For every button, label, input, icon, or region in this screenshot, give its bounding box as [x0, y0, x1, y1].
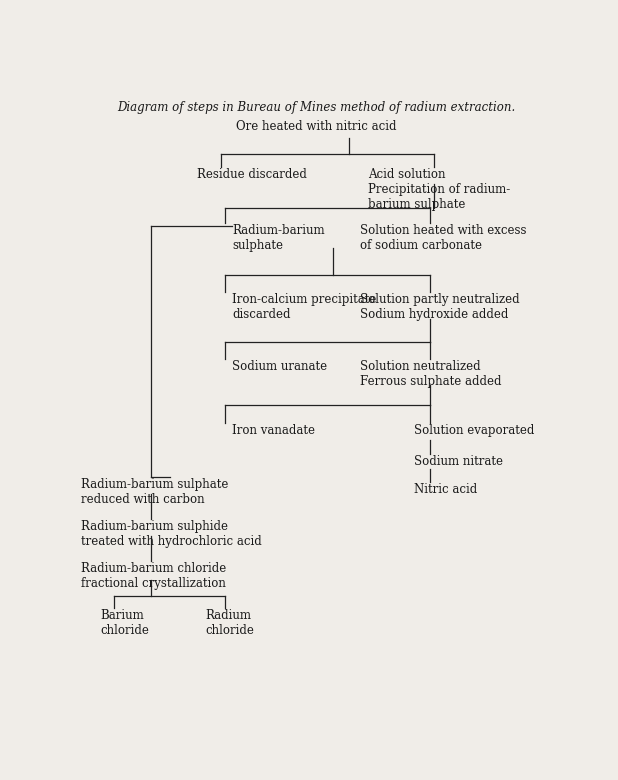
Text: Radium
chloride: Radium chloride: [205, 608, 254, 636]
Text: Radium-barium
sulphate: Radium-barium sulphate: [232, 224, 325, 252]
Text: Sodium nitrate: Sodium nitrate: [415, 455, 504, 468]
Text: Iron-calcium precipitate
discarded: Iron-calcium precipitate discarded: [232, 293, 376, 321]
Text: Diagram of steps in Bureau of Mines method of radium extraction.: Diagram of steps in Bureau of Mines meth…: [117, 101, 516, 115]
Text: Barium
chloride: Barium chloride: [101, 608, 150, 636]
Text: Acid solution
Precipitation of radium-
barium sulphate: Acid solution Precipitation of radium- b…: [368, 168, 510, 211]
Text: Solution partly neutralized
Sodium hydroxide added: Solution partly neutralized Sodium hydro…: [360, 293, 520, 321]
Text: Residue discarded: Residue discarded: [197, 168, 307, 180]
Text: Solution neutralized
Ferrous sulphate added: Solution neutralized Ferrous sulphate ad…: [360, 360, 502, 388]
Text: Sodium uranate: Sodium uranate: [232, 360, 328, 373]
Text: Ore heated with nitric acid: Ore heated with nitric acid: [237, 120, 397, 133]
Text: Iron vanadate: Iron vanadate: [232, 424, 315, 437]
Text: Solution heated with excess
of sodium carbonate: Solution heated with excess of sodium ca…: [360, 224, 527, 252]
Text: Solution evaporated: Solution evaporated: [415, 424, 535, 437]
Text: Nitric acid: Nitric acid: [415, 484, 478, 496]
Text: Radium-barium chloride
fractional crystallization: Radium-barium chloride fractional crysta…: [81, 562, 226, 590]
Text: Radium-barium sulphate
reduced with carbon: Radium-barium sulphate reduced with carb…: [81, 478, 229, 506]
Text: Radium-barium sulphide
treated with hydrochloric acid: Radium-barium sulphide treated with hydr…: [81, 520, 262, 548]
